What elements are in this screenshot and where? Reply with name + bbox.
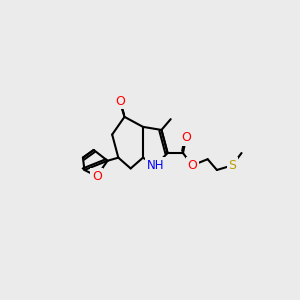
Text: S: S <box>228 159 236 172</box>
Text: O: O <box>187 159 197 172</box>
Text: O: O <box>181 131 191 144</box>
Text: NH: NH <box>146 159 164 172</box>
Text: O: O <box>92 169 102 183</box>
Text: O: O <box>115 95 125 108</box>
